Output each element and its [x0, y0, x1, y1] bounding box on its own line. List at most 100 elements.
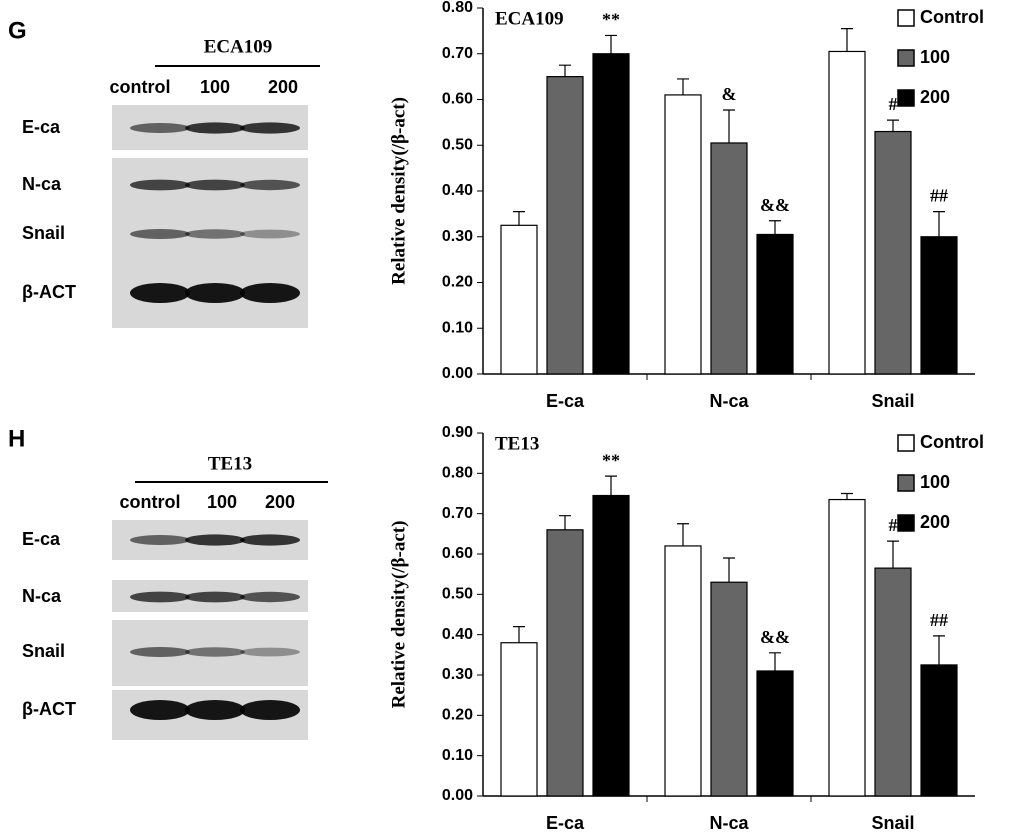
significance-label: ** [602, 450, 620, 470]
error-bar [769, 652, 781, 671]
significance-label: && [760, 627, 790, 647]
legend-swatch [897, 9, 915, 27]
y-tick-label: 0.90 [442, 424, 473, 441]
blot-band [240, 647, 300, 657]
error-bar [677, 523, 689, 546]
y-tick-label: 0.30 [442, 666, 473, 683]
blot-band [130, 591, 190, 603]
error-bar [887, 540, 899, 569]
protein-label: N-ca [22, 586, 62, 606]
bar [920, 664, 958, 797]
y-tick-label: 0.70 [442, 45, 473, 62]
error-bar [723, 109, 735, 143]
blot-band [185, 229, 245, 239]
y-tick-label: 0.50 [442, 136, 473, 153]
chart-title: TE13 [495, 433, 539, 454]
protein-label: Snail [22, 641, 65, 661]
bar [592, 53, 630, 375]
bar [546, 529, 584, 797]
legend-swatch [897, 49, 915, 67]
protein-label: β-ACT [22, 282, 76, 302]
error-bar [887, 119, 899, 132]
protein-label: β-ACT [22, 699, 76, 719]
bar [592, 494, 630, 797]
blot-band [185, 283, 245, 303]
blot-band [240, 591, 300, 603]
error-bar [605, 475, 617, 496]
y-tick-label: 0.10 [442, 747, 473, 764]
cell-line-label: ECA109 [204, 36, 273, 57]
blot-band [130, 283, 190, 303]
legend-label: Control [920, 7, 984, 27]
y-tick-label: 0.30 [442, 228, 473, 245]
panel-letter: G [8, 17, 27, 44]
y-tick-label: 0.70 [442, 505, 473, 522]
panel-letter: H [8, 425, 25, 452]
x-tick-label: Snail [871, 391, 914, 411]
bar [756, 670, 794, 797]
bar [546, 76, 584, 375]
blot-band [185, 534, 245, 546]
y-tick-label: 0.00 [442, 365, 473, 382]
lane-label: control [110, 77, 171, 97]
error-bar [559, 515, 571, 530]
blot-band [240, 534, 300, 546]
legend-swatch [897, 89, 915, 107]
blot-band [240, 122, 300, 134]
y-tick-label: 0.50 [442, 586, 473, 603]
significance-label: ## [930, 186, 948, 206]
protein-label: E-ca [22, 529, 61, 549]
x-tick-label: Snail [871, 813, 914, 832]
y-tick-label: 0.20 [442, 707, 473, 724]
lane-label: control [120, 492, 181, 512]
bar [500, 224, 538, 375]
bar [664, 94, 702, 375]
y-tick-label: 0.20 [442, 274, 473, 291]
y-tick-label: 0.80 [442, 465, 473, 482]
blot-band [130, 647, 190, 657]
error-bar [677, 78, 689, 95]
legend-label: 200 [920, 87, 950, 107]
error-bar [605, 34, 617, 54]
bar [874, 130, 912, 375]
blot-band [130, 700, 190, 720]
bar [828, 498, 866, 797]
significance-label: && [760, 195, 790, 215]
error-bar [723, 557, 735, 583]
bar [710, 142, 748, 375]
blot-band [130, 535, 190, 545]
significance-label: & [722, 84, 737, 104]
legend-swatch [897, 514, 915, 532]
x-tick-label: E-ca [546, 813, 585, 832]
error-bar [933, 210, 945, 237]
y-tick-label: 0.80 [442, 0, 473, 16]
significance-label: # [889, 515, 898, 535]
legend-label: 100 [920, 47, 950, 67]
bar [756, 233, 794, 375]
y-tick-label: 0.40 [442, 182, 473, 199]
protein-label: N-ca [22, 174, 62, 194]
x-tick-label: E-ca [546, 391, 585, 411]
y-axis-label: Relative density(/β-act) [388, 521, 409, 709]
error-bar [559, 64, 571, 77]
y-tick-label: 0.60 [442, 545, 473, 562]
x-tick-label: N-ca [709, 813, 749, 832]
lane-label: 100 [200, 77, 230, 97]
legend-label: Control [920, 432, 984, 452]
blot-band [130, 123, 190, 133]
error-bar [841, 492, 853, 500]
y-tick-label: 0.00 [442, 787, 473, 804]
blot-band [240, 283, 300, 303]
significance-label: ** [602, 10, 620, 30]
y-tick-label: 0.40 [442, 626, 473, 643]
blot-band [185, 122, 245, 134]
legend-label: 100 [920, 472, 950, 492]
blot-band [185, 179, 245, 191]
bar [828, 50, 866, 375]
protein-label: Snail [22, 223, 65, 243]
legend-swatch [897, 434, 915, 452]
lane-label: 100 [207, 492, 237, 512]
blot-band [185, 700, 245, 720]
chart-title: ECA109 [495, 8, 564, 29]
